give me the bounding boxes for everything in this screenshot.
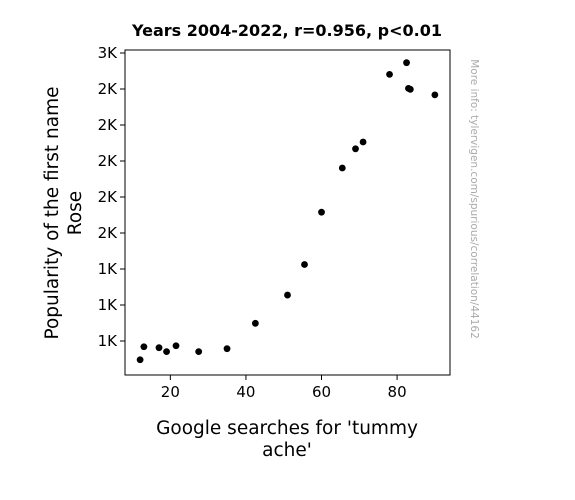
data-point [318,208,325,216]
data-point [136,356,144,364]
y-tick-label: 2K [98,188,119,206]
y-tick-label: 2K [98,116,119,134]
y-axis: 3K 2K 2K 2K 2K 2K 1K 1K 1K [98,44,125,350]
data-point [163,348,170,355]
y-tick-label: 1K [98,332,119,350]
data-point [431,91,439,99]
data-point [301,261,308,268]
data-point [406,85,414,93]
x-tick-label: 20 [161,383,180,401]
y-tick-label: 1K [98,296,119,314]
data-point [172,342,180,350]
data-point [359,138,367,146]
y-tick-label: 1K [98,260,119,278]
x-axis: 20 40 60 80 [161,375,407,401]
x-axis-label-line-2: ache' [262,440,312,461]
y-axis-label-line-1: Popularity of the first name [42,86,63,339]
x-tick-label: 60 [312,383,331,401]
data-point [140,343,148,351]
plot-frame [124,49,451,376]
data-point [403,59,410,67]
y-axis-label-line-2: Rose [65,191,86,235]
data-point [284,291,291,299]
x-axis-label-line-1: Google searches for 'tummy [156,418,418,439]
y-tick-label: 2K [98,152,119,170]
y-tick-label: 2K [98,224,119,242]
chart-title: Years 2004-2022, r=0.956, p<0.01 [131,21,442,40]
data-point [223,345,231,353]
source-note: More info: tylervigen.com/spurious/corre… [468,59,480,339]
data-point [195,348,203,355]
data-point [338,164,346,172]
x-tick-label: 40 [236,383,255,401]
y-tick-label: 3K [98,44,119,62]
x-tick-label: 80 [388,383,407,401]
data-point [352,145,359,153]
data-point [251,319,259,327]
y-tick-label: 2K [98,80,119,98]
data-points [136,59,439,364]
data-point [386,70,393,78]
data-point [155,344,163,352]
